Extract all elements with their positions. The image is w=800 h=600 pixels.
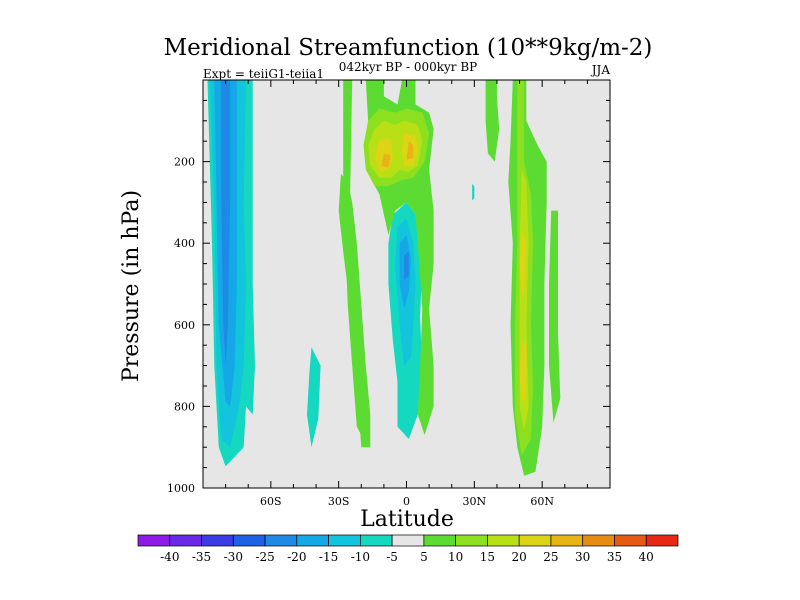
colorbar-label: 15 [480,550,495,564]
colorbar-label: -10 [351,550,370,564]
colorbar-swatch [169,534,202,547]
contour-region-19 [485,80,500,162]
x-tick-label: 30S [328,495,350,508]
contour-region-11 [338,173,371,448]
contour-region-17 [381,153,391,168]
colorbar-label: 25 [543,550,558,564]
y-tick-label: 200 [174,156,195,169]
colorbar-swatch [137,534,171,547]
x-axis-label: Latitude [360,507,454,532]
x-axis-ticks: 60S 30S 0 30N 60N [202,80,611,508]
colorbar-label: 20 [512,550,527,564]
colorbar-swatch [645,534,679,547]
colorbar-label: 5 [420,550,428,564]
left-string: Expt = teiiG1-teiia1 [203,67,324,81]
contour-region-4 [307,347,321,448]
colorbar-label: -35 [192,550,211,564]
plot-area [202,79,611,489]
colorbar-label: -25 [255,550,274,564]
colorbar-swatch [391,534,425,547]
x-tick-label: 30N [463,495,487,508]
colorbar-label: 40 [639,550,654,564]
colorbar-label: -20 [287,550,306,564]
center-string: 042kyr BP - 000kyr BP [339,60,477,74]
x-tick-label: 60S [260,495,282,508]
colorbar-label: -40 [160,550,179,564]
y-tick-label: 1000 [167,482,195,495]
colorbar-label: -5 [386,550,398,564]
y-axis-label: Pressure (in hPa) [119,190,144,382]
colorbar-swatch [296,534,329,547]
contour-region-18 [406,141,414,160]
colorbar-label: -15 [319,550,338,564]
colorbar-swatch [201,534,234,547]
contour-region-24 [519,341,527,403]
y-axis-ticks: 200 400 600 800 1000 [167,79,610,495]
colorbar-swatch [264,534,298,547]
colorbar-label: 30 [575,550,590,564]
colorbar-swatch [455,534,488,547]
colorbar-label: 10 [448,550,463,564]
chart-title: Meridional Streamfunction (10**9kg/m-2) [164,35,653,61]
contour-region-8 [404,251,409,280]
colorbar-label: -30 [224,550,243,564]
contour-region-3 [221,80,231,366]
contour-region-9 [472,184,475,201]
y-tick-label: 600 [174,319,195,332]
x-tick-label: 0 [403,495,410,508]
colorbar-swatch [232,534,266,547]
y-tick-label: 800 [174,400,195,413]
colorbar-swatch [614,534,647,547]
contour-region-23 [519,231,527,301]
right-string: JJA [590,63,611,77]
colorbar-swatch [487,534,520,547]
contour-region-25 [549,210,561,423]
colorbar-swatch [550,534,584,547]
colorbar: -40 -35 -30 -25 -20 -15 -10 -5 5 10 15 20 25 30 35 40 [137,534,679,564]
colorbar-swatch [582,534,615,547]
y-tick-label: 400 [174,237,195,250]
colorbar-swatch [423,534,456,547]
colorbar-swatch [328,534,361,547]
colorbar-label: 35 [607,550,622,564]
contour-regions [207,80,561,476]
colorbar-swatch [360,534,393,547]
x-tick-label: 60N [530,495,554,508]
colorbar-swatch [518,534,552,547]
